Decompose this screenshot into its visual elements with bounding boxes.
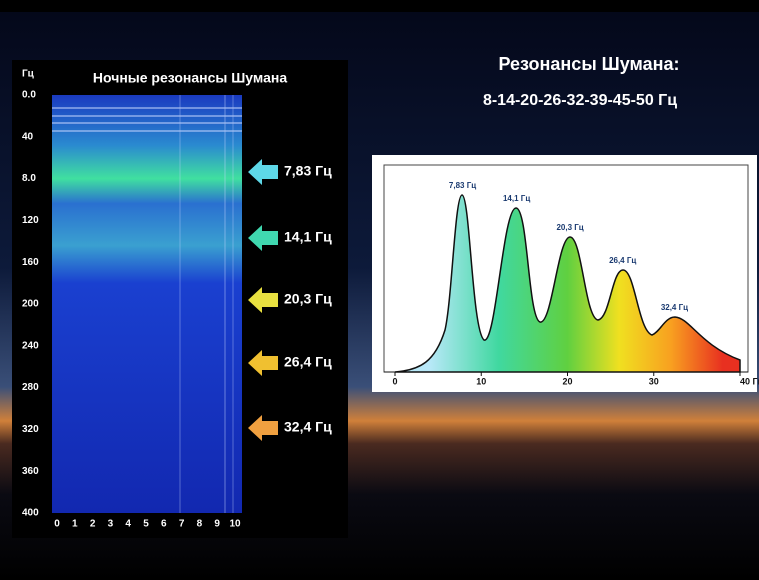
- y-tick-label: 160: [22, 257, 39, 268]
- x-tick-label: 6: [161, 519, 167, 530]
- x-tick-label: 40 Гц: [740, 376, 759, 386]
- spectrogram-title: Ночные резонансы Шумана: [93, 70, 287, 86]
- x-tick-label: 3: [108, 519, 114, 530]
- spectrogram-image: [52, 95, 242, 513]
- arrow-label: 20,3 Гц: [284, 291, 332, 307]
- x-tick-label: 5: [143, 519, 149, 530]
- y-unit: Гц: [22, 69, 35, 80]
- y-tick-label: 200: [22, 299, 39, 310]
- peak-label: 7,83 Гц: [449, 181, 476, 190]
- y-tick-label: 320: [22, 424, 39, 435]
- arrow-label: 32,4 Гц: [284, 419, 332, 435]
- x-tick-label: 8: [197, 519, 203, 530]
- peak-label: 26,4 Гц: [609, 256, 636, 265]
- y-tick-label: 8.0: [22, 173, 36, 184]
- subtitle: 8-14-20-26-32-39-45-50 Гц: [483, 92, 677, 109]
- y-tick-label: 400: [22, 508, 39, 519]
- title: Резонансы Шумана:: [498, 54, 679, 74]
- x-tick-label: 20: [562, 376, 572, 386]
- peak-label: 32,4 Гц: [661, 303, 688, 312]
- x-tick-label: 0: [392, 376, 397, 386]
- x-tick-label: 30: [649, 376, 659, 386]
- x-tick-label: 2: [90, 519, 96, 530]
- x-tick-label: 10: [229, 519, 241, 530]
- y-tick-label: 0.0: [22, 90, 36, 101]
- x-tick-label: 10: [476, 376, 486, 386]
- page: Ночные резонансы Шумана Гц Резонансы Шум…: [0, 0, 759, 580]
- x-tick-label: 1: [72, 519, 78, 530]
- y-tick-label: 280: [22, 382, 39, 393]
- infographic: Ночные резонансы Шумана Гц Резонансы Шум…: [0, 0, 759, 580]
- y-tick-label: 360: [22, 466, 39, 477]
- arrow-label: 14,1 Гц: [284, 229, 332, 245]
- x-tick-label: 9: [214, 519, 220, 530]
- x-tick-label: 7: [179, 519, 185, 530]
- peak-label: 14,1 Гц: [503, 194, 530, 203]
- x-tick-label: 4: [125, 519, 131, 530]
- arrow-label: 26,4 Гц: [284, 354, 332, 370]
- y-tick-label: 240: [22, 340, 39, 351]
- y-tick-label: 120: [22, 215, 39, 226]
- y-tick-label: 40: [22, 131, 34, 142]
- arrow-label: 7,83 Гц: [284, 163, 332, 179]
- x-tick-label: 0: [54, 519, 60, 530]
- peak-label: 20,3 Гц: [556, 223, 583, 232]
